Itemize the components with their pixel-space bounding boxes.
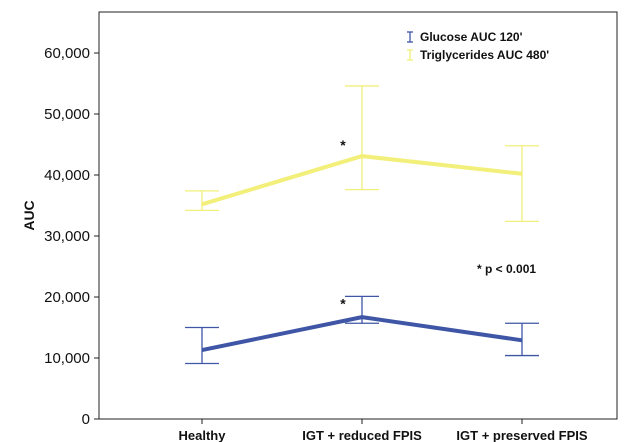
legend-label: Glucose AUC 120': [420, 30, 523, 44]
y-tick-label: 30,000: [44, 228, 90, 245]
y-tick-label: 60,000: [44, 45, 90, 62]
x-tick-label: IGT + preserved FPIS: [456, 428, 587, 442]
y-tick-label: 20,000: [44, 289, 90, 306]
legend: Glucose AUC 120' Triglycerides AUC 480': [407, 30, 549, 62]
y-tick-label: 0: [82, 411, 90, 428]
y-axis: 0 10,000 20,000 30,000 40,000 50,000 60,000: [44, 45, 99, 428]
significance-annotation: * p < 0.001: [477, 262, 536, 276]
plot-frame: [98, 11, 618, 420]
series-layer: **: [185, 85, 539, 365]
significance-star: *: [340, 137, 346, 153]
y-axis-title: AUC: [21, 200, 37, 230]
y-tick-label: 50,000: [44, 106, 90, 123]
significance-star: *: [340, 295, 346, 311]
legend-label: Triglycerides AUC 480': [420, 48, 549, 62]
series-1: [185, 85, 539, 223]
x-tick-label: IGT + reduced FPIS: [302, 428, 422, 442]
x-axis: Healthy IGT + reduced FPIS IGT + preserved…: [179, 419, 588, 442]
y-tick-label: 10,000: [44, 350, 90, 367]
x-tick-label: Healthy: [179, 428, 227, 442]
y-tick-label: 40,000: [44, 167, 90, 184]
series-0: [185, 295, 539, 365]
